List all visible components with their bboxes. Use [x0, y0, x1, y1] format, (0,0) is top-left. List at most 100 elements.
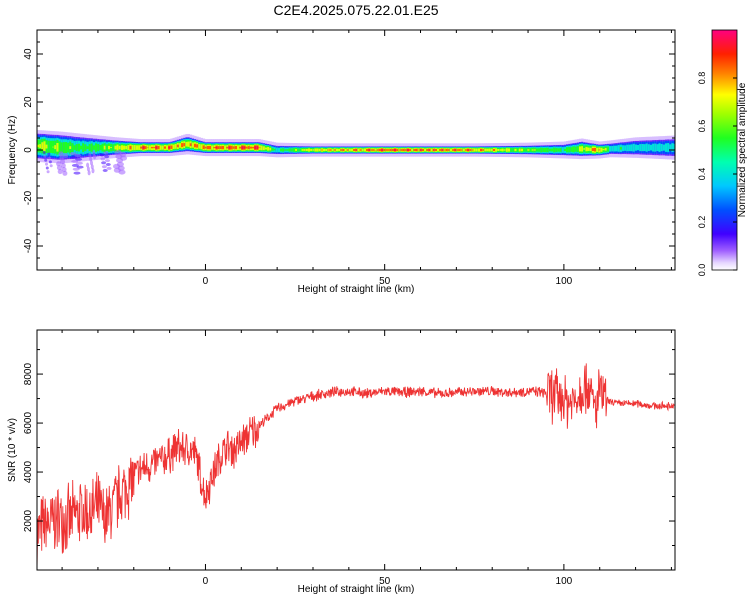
- spectrogram-cell: [370, 149, 373, 151]
- spectrogram-cell: [652, 143, 655, 152]
- spectrogram-cell: [385, 149, 388, 151]
- spectrogram-cell: [553, 147, 556, 153]
- spectrogram-cell: [525, 148, 528, 152]
- spectrogram-cell: [413, 149, 416, 151]
- spectrogram-cell: [572, 146, 576, 153]
- spectrogram-cell: [181, 143, 184, 148]
- spectrogram-blob: [106, 166, 112, 170]
- spectrogram-cell: [110, 147, 113, 149]
- spectrogram-blob: [103, 151, 109, 155]
- spectrogram-cell: [174, 143, 178, 149]
- spectrogram-cell: [114, 145, 117, 150]
- spectrogram-cell: [581, 146, 584, 152]
- colorbar-tick-label: 0.4: [697, 168, 707, 181]
- x-tick-label: 100: [556, 276, 573, 287]
- spectrogram-cell: [497, 149, 500, 151]
- spectrogram-cell: [658, 143, 662, 152]
- spectrogram-cell: [224, 145, 227, 150]
- spectrogram-cell: [630, 144, 634, 152]
- spectrogram-cell: [58, 141, 62, 154]
- spectrogram-cell: [191, 142, 195, 148]
- spectrogram-cell: [39, 144, 42, 149]
- spectrogram-cell: [170, 145, 173, 149]
- spectrogram-cell: [557, 148, 560, 152]
- spectrogram-cell: [157, 145, 160, 150]
- spectrogram-cell: [260, 145, 264, 151]
- spectrogram-cell: [544, 147, 548, 153]
- colorbar-label: Normalized spectral amplitude: [737, 82, 748, 217]
- spectrogram-cell: [480, 149, 483, 151]
- spectrogram-blob: [73, 171, 81, 175]
- spectrogram-cell: [406, 149, 410, 151]
- spectrogram-cell: [520, 148, 524, 152]
- spectrogram-cell: [643, 144, 647, 152]
- spectrogram-cell: [340, 149, 343, 151]
- spectrogram-cell: [189, 143, 193, 147]
- spectrogram-cell: [366, 148, 369, 152]
- spectrogram-blob: [71, 163, 79, 167]
- spectrogram-cell: [387, 149, 391, 151]
- spectrogram-cell: [221, 145, 225, 150]
- spectrogram-blob: [47, 152, 51, 156]
- spectrogram-cell: [56, 143, 59, 152]
- spectrogram-cell: [249, 146, 253, 149]
- spectrogram-blob: [70, 156, 78, 160]
- spectrogram-cell: [284, 149, 287, 151]
- spectrogram-blob: [45, 166, 49, 170]
- spectrogram-cell: [464, 149, 468, 151]
- snr-line-marks: [37, 363, 675, 569]
- spectrogram-cell: [673, 143, 675, 152]
- spectrogram-cell: [97, 144, 100, 152]
- spectrogram-cell: [471, 149, 474, 151]
- spectrogram-blob: [57, 169, 63, 175]
- spectrogram-cell: [271, 147, 274, 151]
- spectrogram-cell: [187, 141, 191, 147]
- spectrogram-cell: [434, 148, 438, 152]
- spectrogram-cell: [323, 148, 326, 152]
- spectrogram-cell: [144, 146, 148, 150]
- spectrogram-blob: [60, 159, 65, 165]
- spectrogram-cell: [118, 145, 122, 150]
- spectrogram-cell: [54, 145, 57, 150]
- spectrogram-blob: [75, 161, 83, 165]
- spectrogram-cell: [239, 146, 242, 149]
- spectrogram-cell: [656, 144, 659, 152]
- spectrogram-blob: [116, 161, 124, 167]
- x-tick-label: 50: [379, 576, 391, 587]
- spectrogram-cell: [142, 146, 145, 149]
- spectrogram-cell: [533, 149, 537, 151]
- spectrogram-cell: [329, 149, 333, 151]
- spectrogram-cell: [449, 148, 453, 152]
- spectrogram-cell: [148, 145, 152, 150]
- spectrogram-cell: [116, 144, 120, 151]
- spectrogram-cell: [75, 144, 79, 152]
- spectrogram-cell: [430, 148, 434, 152]
- spectrogram-cell: [60, 142, 64, 153]
- spectrogram-cell: [204, 146, 208, 149]
- spectrogram-cell: [499, 149, 502, 151]
- spectrogram-blob: [118, 169, 126, 175]
- spectrogram-cell: [368, 149, 371, 151]
- spectrogram-cell: [538, 148, 541, 152]
- spectrogram-blob: [117, 165, 125, 171]
- spectrogram-blob: [48, 156, 52, 160]
- spectrogram-cell: [219, 146, 223, 149]
- spectrogram-cell: [486, 148, 490, 152]
- spectrogram-cell: [88, 144, 92, 152]
- spectrogram-blob: [91, 168, 95, 174]
- spectrogram-blob: [86, 162, 90, 168]
- spectrogram-cell: [245, 146, 249, 149]
- spectrogram-cell: [632, 143, 636, 152]
- spectrogram-cell: [107, 145, 111, 150]
- spectrogram-cell: [404, 149, 408, 151]
- spectrogram-cell: [232, 146, 236, 149]
- spectrogram-cell: [546, 147, 550, 153]
- spectrogram-cell: [645, 143, 649, 152]
- spectrogram-blob: [88, 152, 92, 158]
- spectrogram-cell: [95, 143, 98, 152]
- spectrogram-cell: [127, 145, 130, 151]
- spectrogram-blob: [102, 169, 108, 172]
- spectrogram-cell: [510, 148, 513, 152]
- spectrogram-cell: [409, 148, 412, 152]
